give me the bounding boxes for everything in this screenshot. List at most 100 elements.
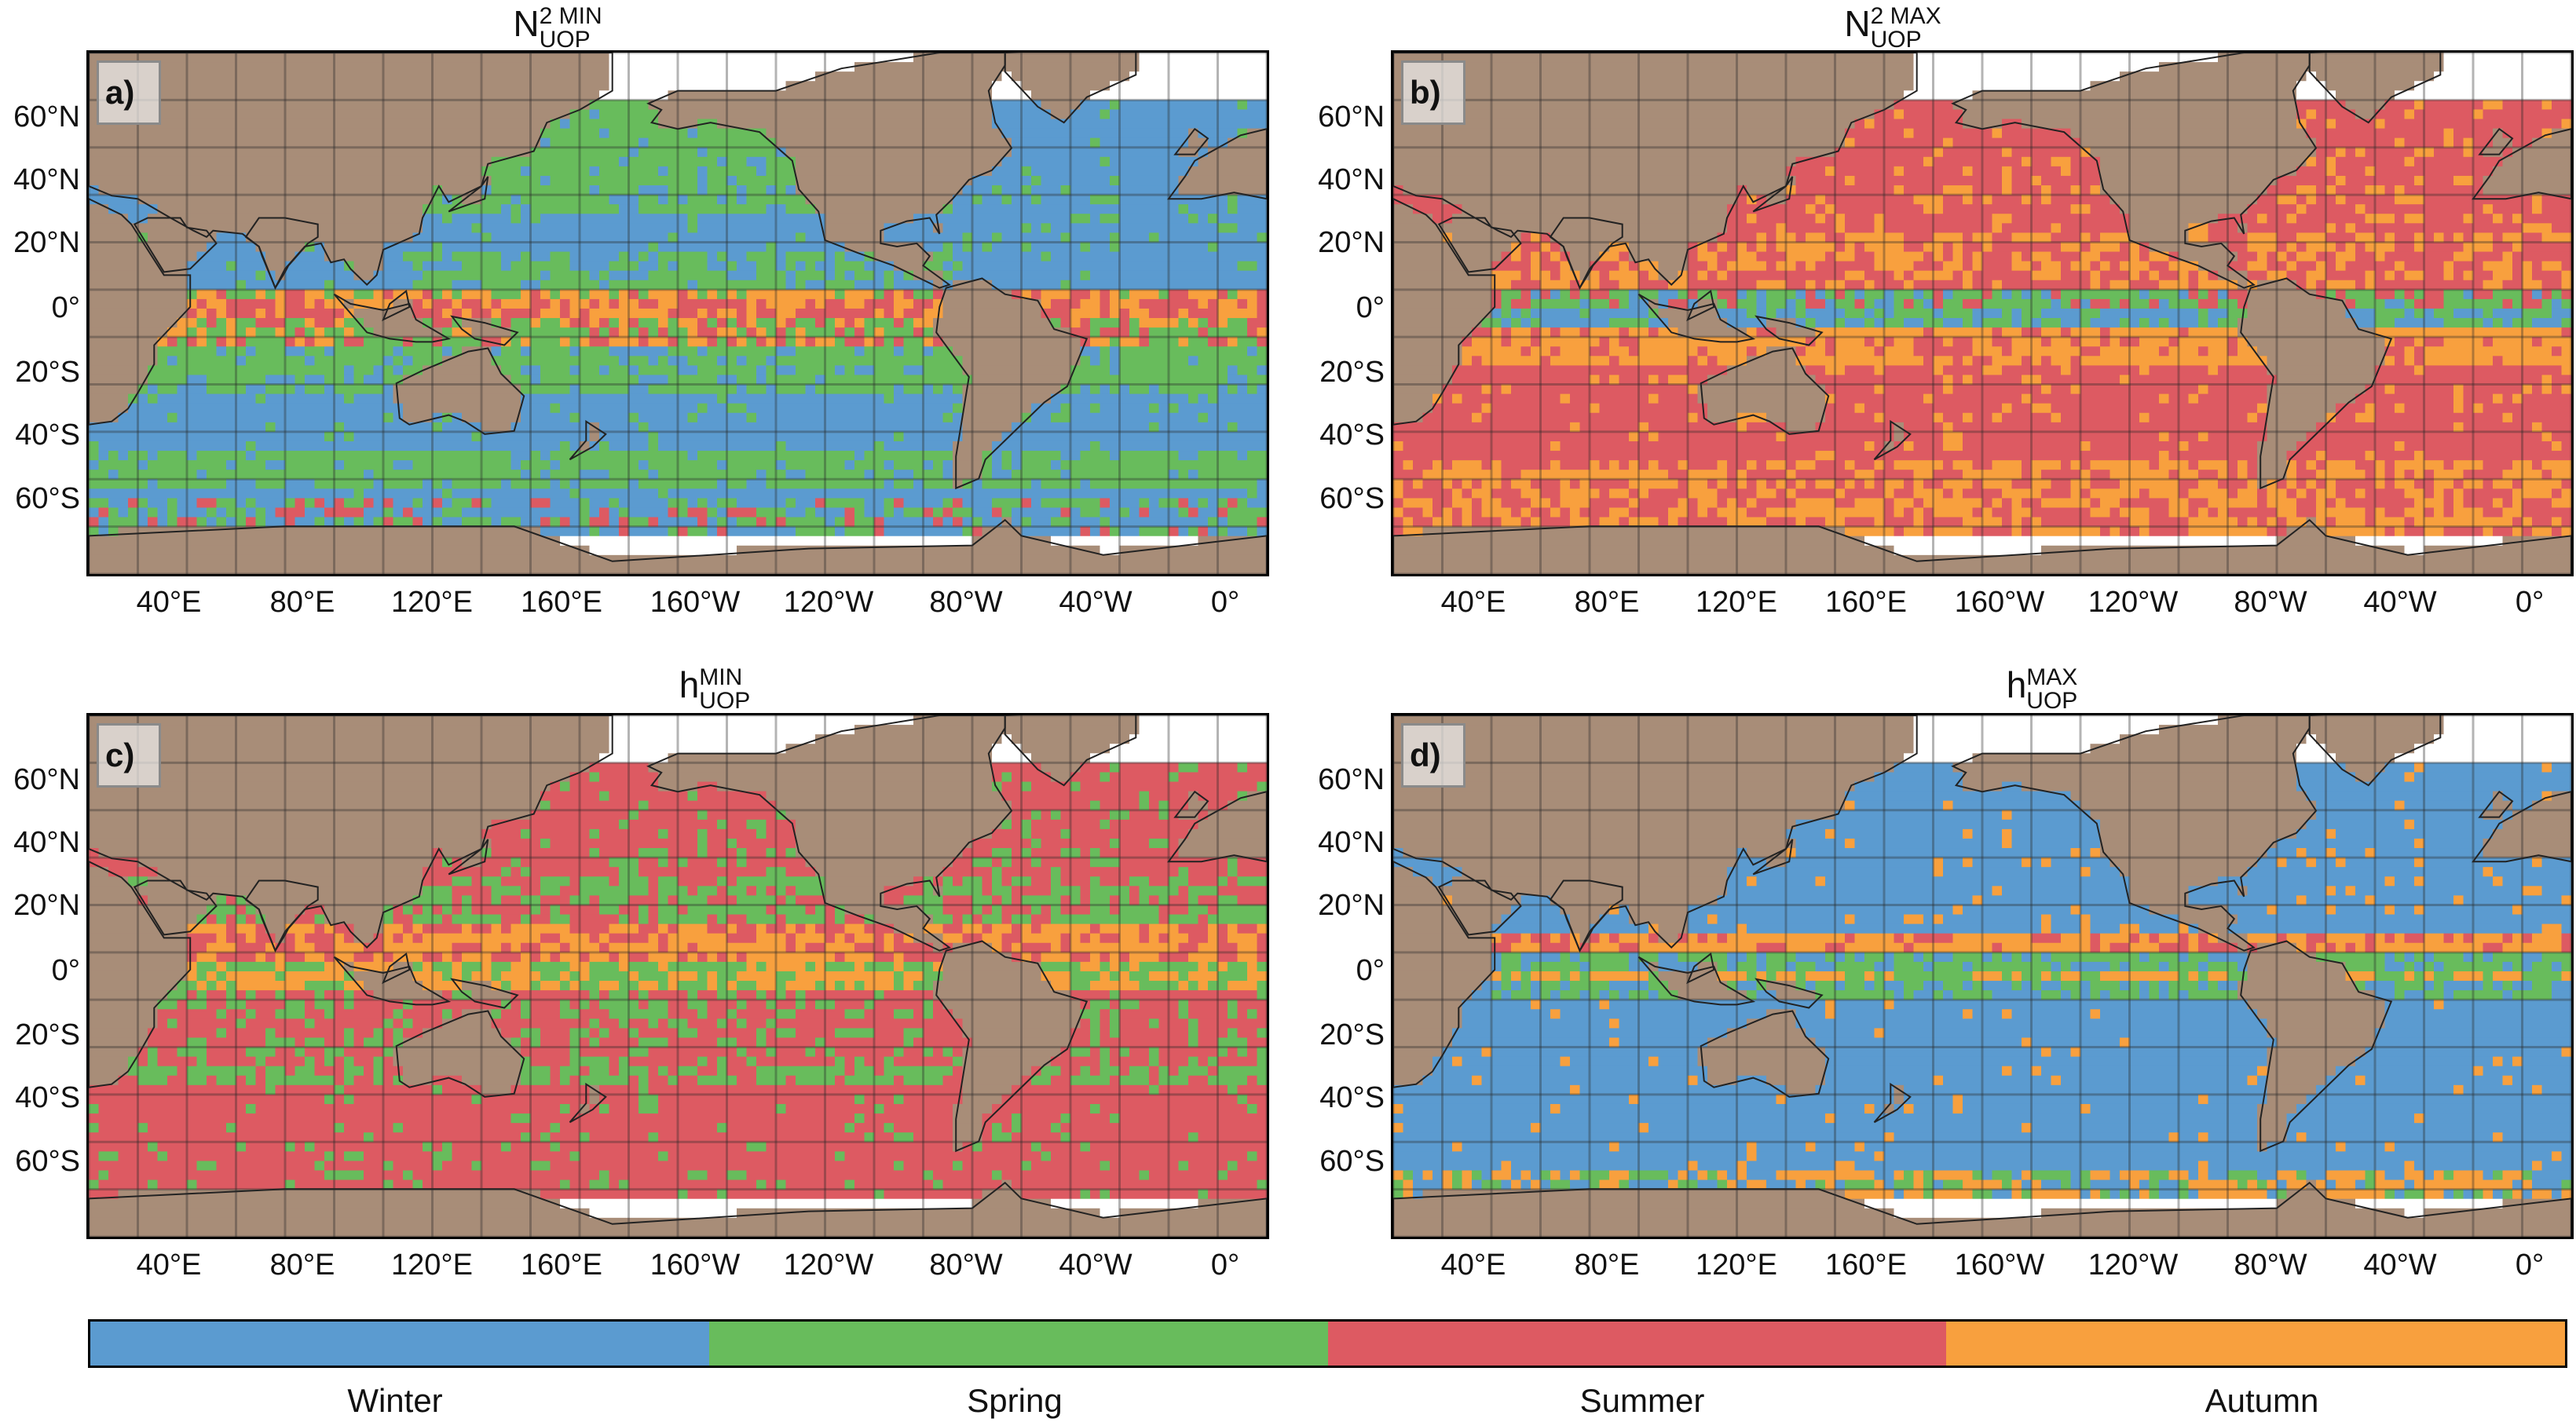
coastline: [1700, 1010, 1830, 1098]
coastline: [89, 861, 192, 1088]
coastline: [1393, 198, 1496, 426]
lon-tick-label: 160°W: [632, 1249, 758, 1282]
lon-tick-label: 80°W: [2208, 586, 2333, 620]
lon-tick-label: 160°W: [1937, 1249, 2062, 1282]
lat-tick-label: 0°: [0, 954, 80, 988]
lon-tick-label: 120°W: [766, 586, 891, 620]
coastline: [89, 518, 1267, 574]
lon-tick-label: 80°E: [1544, 1249, 1670, 1282]
coastline: [1873, 419, 1912, 461]
coastline: [1393, 1181, 2571, 1237]
lon-tick-label: 0°: [2467, 586, 2576, 620]
coastline: [89, 715, 613, 952]
legend-autumn-label: Autumn: [2144, 1382, 2380, 1420]
coastline: [244, 217, 319, 290]
coastline: [1393, 861, 1496, 1088]
lat-tick-label: 40°N: [0, 163, 80, 197]
lat-tick-label: 20°S: [1298, 356, 1385, 389]
lat-tick-label: 40°N: [0, 826, 80, 860]
coastline: [1873, 1082, 1912, 1124]
coastline: [569, 1082, 607, 1124]
map-a: a): [86, 50, 1269, 576]
lon-tick-label: 0°: [1162, 586, 1288, 620]
colorbar-spring: [708, 1322, 1328, 1366]
lat-tick-label: 60°N: [0, 101, 80, 134]
coastline: [1167, 128, 1267, 200]
coastline: [569, 419, 607, 461]
lon-tick-label: 160°E: [499, 1249, 624, 1282]
lon-tick-label: 80°W: [903, 1249, 1029, 1282]
lon-tick-label: 120°E: [1674, 1249, 1799, 1282]
coastline: [2308, 53, 2442, 124]
map-d: d): [1391, 713, 2574, 1239]
coastline: [133, 879, 218, 936]
lat-tick-label: 20°N: [0, 226, 80, 260]
lon-tick-label: 120°E: [369, 1249, 495, 1282]
lon-tick-label: 40°E: [1411, 586, 1536, 620]
season-colorbar: [88, 1319, 2567, 1368]
coastline: [1752, 176, 1794, 213]
coastline: [395, 1010, 525, 1098]
coastline: [450, 315, 519, 346]
lat-tick-label: 0°: [1298, 291, 1385, 325]
coastline: [333, 293, 452, 343]
coastline: [1700, 347, 1830, 435]
coastline: [1686, 952, 1715, 985]
lon-tick-label: 40°E: [106, 1249, 232, 1282]
panel-title-c: h MIN UOP: [558, 666, 872, 713]
panel-label-d: d): [1401, 723, 1465, 788]
legend-summer-label: Summer: [1524, 1382, 1760, 1420]
coastline: [1437, 879, 1522, 936]
coastline: [2308, 715, 2442, 787]
lat-tick-label: 40°S: [1298, 1081, 1385, 1115]
lat-tick-label: 60°N: [1298, 763, 1385, 797]
lon-tick-label: 40°W: [1033, 1249, 1158, 1282]
coastline: [89, 198, 192, 426]
coastline: [1393, 518, 2571, 574]
coastline: [2240, 940, 2393, 1153]
lat-tick-label: 0°: [1298, 954, 1385, 988]
coastline: [333, 956, 452, 1006]
coastline: [244, 879, 319, 952]
legend-spring-label: Spring: [897, 1382, 1132, 1420]
lon-tick-label: 160°E: [1803, 586, 1929, 620]
lon-tick-label: 160°E: [499, 586, 624, 620]
lat-tick-label: 0°: [0, 291, 80, 325]
lat-tick-label: 20°S: [1298, 1018, 1385, 1052]
map-c: c): [86, 713, 1269, 1239]
coastline: [1755, 978, 1824, 1009]
panel-title-d: h MAX UOP: [1885, 666, 2199, 713]
lat-tick-label: 20°S: [0, 356, 80, 389]
lon-tick-label: 80°E: [240, 586, 365, 620]
lat-tick-label: 40°S: [0, 419, 80, 452]
panel-label-a: a): [97, 60, 161, 125]
coastline: [2240, 277, 2393, 490]
lon-tick-label: 80°E: [1544, 586, 1670, 620]
coastline: [395, 347, 525, 435]
coastline: [1173, 790, 1209, 818]
coastline: [382, 289, 411, 322]
coastline: [448, 839, 489, 876]
lat-tick-label: 20°N: [0, 889, 80, 923]
coastline: [2478, 790, 2514, 818]
coastline: [1437, 217, 1522, 273]
lon-tick-label: 160°W: [1937, 586, 2062, 620]
panel-label-c: c): [97, 723, 161, 788]
lat-tick-label: 20°S: [0, 1018, 80, 1052]
lat-tick-label: 40°N: [1298, 163, 1385, 197]
lat-tick-label: 40°S: [0, 1081, 80, 1115]
coastline: [935, 940, 1089, 1153]
coastline: [450, 978, 519, 1009]
lon-tick-label: 120°W: [2070, 586, 2196, 620]
coastline: [382, 952, 411, 985]
lat-tick-label: 60°S: [0, 1145, 80, 1179]
lon-tick-label: 160°E: [1803, 1249, 1929, 1282]
lat-tick-label: 20°N: [1298, 889, 1385, 923]
colorbar-summer: [1327, 1322, 1947, 1366]
lat-tick-label: 60°N: [1298, 101, 1385, 134]
lon-tick-label: 40°W: [2337, 1249, 2463, 1282]
colorbar-autumn: [1946, 1322, 2565, 1366]
lat-tick-label: 40°N: [1298, 826, 1385, 860]
